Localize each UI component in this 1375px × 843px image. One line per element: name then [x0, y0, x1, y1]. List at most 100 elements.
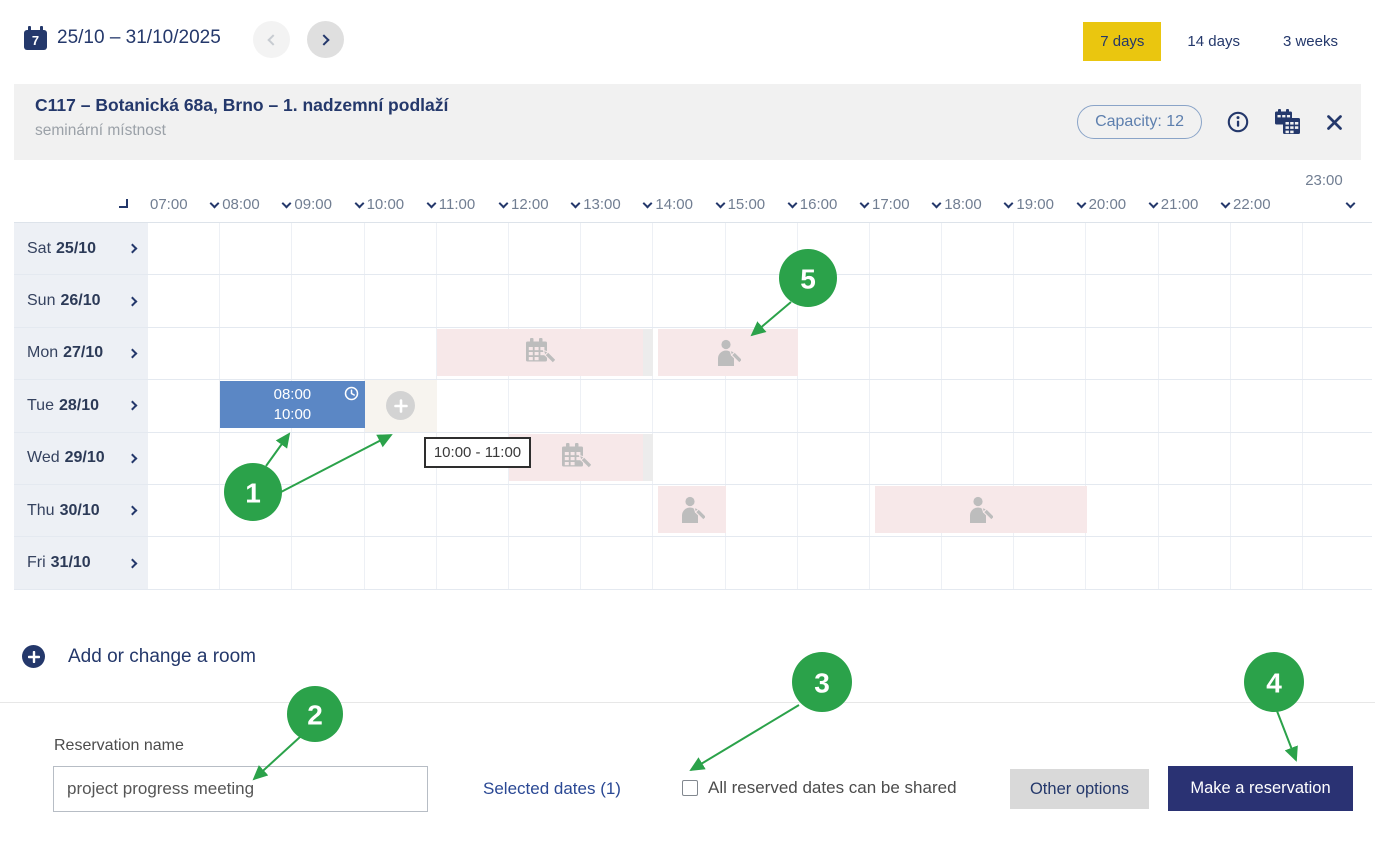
- day-row-sun[interactable]: Sun 26/10: [14, 275, 148, 328]
- grid-cell[interactable]: [292, 223, 365, 275]
- grid-cell[interactable]: [220, 327, 293, 380]
- selected-dates-link[interactable]: Selected dates (1): [483, 779, 621, 798]
- reserved-event[interactable]: [436, 328, 643, 376]
- grid-cell[interactable]: [726, 432, 798, 484]
- hovered-timeslot-cell[interactable]: [364, 380, 437, 432]
- grid-cell[interactable]: [437, 484, 509, 537]
- grid-cell[interactable]: [1231, 275, 1303, 327]
- grid-cell[interactable]: [1159, 537, 1231, 589]
- grid-cell[interactable]: [509, 484, 582, 537]
- grid-cell[interactable]: [1303, 537, 1372, 588]
- share-dates-checkbox[interactable]: [682, 780, 698, 796]
- grid-cell[interactable]: [437, 275, 509, 327]
- view-button-7-days[interactable]: 7 days: [1083, 22, 1162, 61]
- grid-cell[interactable]: [148, 275, 221, 327]
- grid-cell[interactable]: [942, 537, 1015, 589]
- reserved-event[interactable]: [875, 486, 1087, 533]
- grid-cell[interactable]: [292, 484, 365, 537]
- view-button-3-weeks[interactable]: 3 weeks: [1282, 33, 1338, 50]
- grid-cell[interactable]: [220, 223, 293, 275]
- close-icon[interactable]: [1326, 114, 1343, 131]
- grid-cell[interactable]: [148, 537, 221, 589]
- grid-cell[interactable]: [1086, 275, 1159, 327]
- day-row-mon[interactable]: Mon 27/10: [14, 328, 148, 381]
- add-room-link[interactable]: Add or change a room: [22, 645, 256, 668]
- grid-cell[interactable]: [220, 432, 293, 484]
- grid-cell[interactable]: [1014, 223, 1087, 275]
- grid-cell[interactable]: [581, 380, 654, 432]
- grid-cell[interactable]: [581, 223, 654, 275]
- grid-cell[interactable]: [1086, 223, 1159, 275]
- grid-cell[interactable]: [365, 537, 437, 589]
- grid-cell[interactable]: [365, 223, 437, 275]
- grid-cell[interactable]: [1231, 327, 1303, 380]
- grid-cell[interactable]: [1231, 537, 1303, 589]
- grid-cell[interactable]: [942, 327, 1015, 380]
- grid-cell[interactable]: [798, 432, 870, 484]
- grid-cell[interactable]: [653, 223, 726, 275]
- grid-cell[interactable]: [1159, 327, 1231, 380]
- chevron-right-icon[interactable]: [127, 243, 138, 254]
- grid-cell[interactable]: [437, 223, 509, 275]
- grid-cell[interactable]: [1014, 537, 1087, 589]
- grid-cell[interactable]: [1303, 433, 1372, 484]
- grid-cell[interactable]: [148, 380, 221, 432]
- grid-cell[interactable]: [292, 537, 365, 589]
- grid-cell[interactable]: [365, 484, 437, 537]
- chevron-right-icon[interactable]: [127, 453, 138, 464]
- grid-cell[interactable]: [870, 275, 943, 327]
- grid-cell[interactable]: [870, 432, 943, 484]
- grid-cell[interactable]: [1159, 432, 1231, 484]
- previous-week-button[interactable]: [253, 21, 290, 58]
- grid-cell[interactable]: [942, 275, 1015, 327]
- grid-cell[interactable]: [509, 275, 582, 327]
- chevron-right-icon[interactable]: [127, 400, 138, 411]
- reserved-event[interactable]: [658, 486, 726, 533]
- grid-cell[interactable]: [581, 275, 654, 327]
- grid-cell[interactable]: [1086, 432, 1159, 484]
- grid-cell[interactable]: [653, 380, 726, 432]
- grid-cell[interactable]: [1014, 380, 1087, 432]
- grid-cell[interactable]: [1231, 484, 1303, 537]
- grid-cell[interactable]: [437, 537, 509, 589]
- grid-cell[interactable]: [1014, 432, 1087, 484]
- grid-cell[interactable]: [870, 327, 943, 380]
- grid-cell[interactable]: [942, 223, 1015, 275]
- grid-cell[interactable]: [509, 537, 582, 589]
- grid-cell[interactable]: [653, 537, 726, 589]
- grid-cell[interactable]: [1303, 380, 1372, 431]
- grid-cell[interactable]: [726, 484, 798, 537]
- chevron-right-icon[interactable]: [127, 505, 138, 516]
- day-row-thu[interactable]: Thu 30/10: [14, 485, 148, 538]
- grid-cell[interactable]: [798, 275, 870, 327]
- grid-cell[interactable]: [1303, 485, 1372, 536]
- grid-cell[interactable]: [1159, 275, 1231, 327]
- chevron-right-icon[interactable]: [127, 296, 138, 307]
- grid-cell[interactable]: [653, 432, 726, 484]
- grid-cell[interactable]: [509, 380, 582, 432]
- day-row-tue[interactable]: Tue 28/10: [14, 380, 148, 433]
- grid-cell[interactable]: [1159, 223, 1231, 275]
- grid-cell[interactable]: [870, 537, 943, 589]
- grid-cell[interactable]: [653, 275, 726, 327]
- next-week-button[interactable]: [307, 21, 344, 58]
- reserved-event[interactable]: [658, 328, 798, 376]
- other-options-button[interactable]: Other options: [1010, 769, 1149, 809]
- grid-cell[interactable]: [798, 537, 870, 589]
- room-timetable-icon[interactable]: [1274, 109, 1301, 135]
- grid-cell[interactable]: [942, 432, 1015, 484]
- grid-cell[interactable]: [220, 275, 293, 327]
- grid-cell[interactable]: [148, 327, 221, 380]
- reservation-name-input[interactable]: [53, 766, 428, 812]
- grid-cell[interactable]: [1303, 275, 1372, 326]
- grid-cell[interactable]: [1014, 275, 1087, 327]
- grid-cell[interactable]: [292, 327, 365, 380]
- grid-cell[interactable]: [726, 537, 798, 589]
- grid-cell[interactable]: [798, 223, 870, 275]
- grid-cell[interactable]: [798, 380, 870, 432]
- grid-cell[interactable]: [726, 223, 798, 275]
- grid-cell[interactable]: [1159, 484, 1231, 537]
- grid-cell[interactable]: [292, 275, 365, 327]
- grid-cell[interactable]: [220, 484, 293, 537]
- grid-cell[interactable]: [1303, 328, 1372, 379]
